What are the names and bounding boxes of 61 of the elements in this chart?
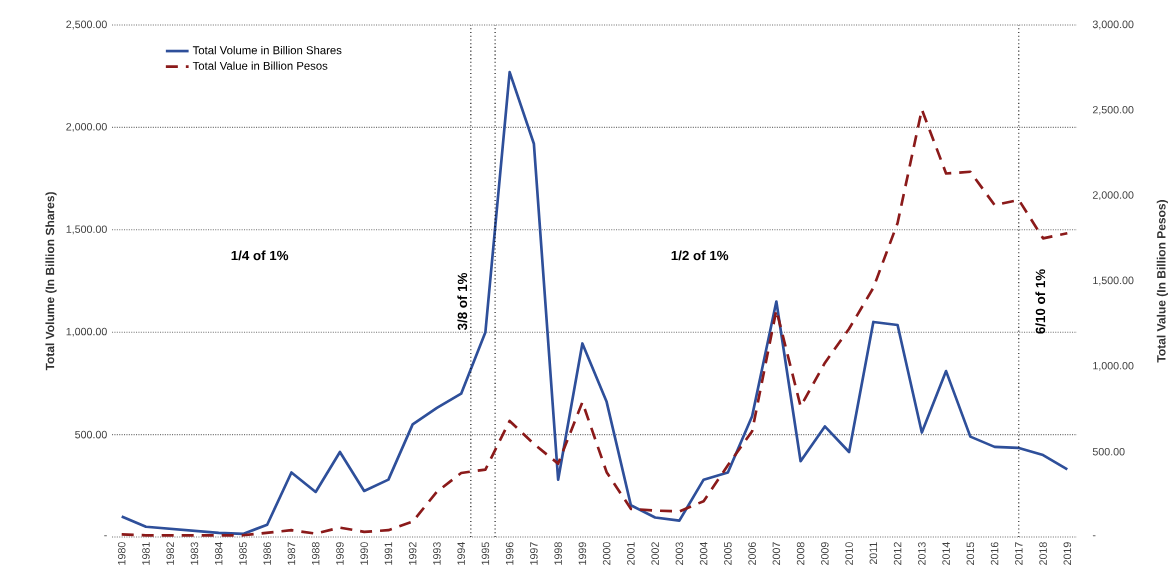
x-tick-label: 2012: [893, 542, 902, 565]
x-tick-label: 2006: [748, 542, 756, 565]
annotation: 1/2 of 1%: [671, 250, 729, 261]
x-tick-label: 1988: [311, 542, 320, 565]
x-tick-label: 1983: [190, 542, 199, 565]
legend-label: Total Value in Billion Pesos: [192, 61, 328, 70]
x-tick-label: 1986: [263, 542, 271, 565]
x-tick-label: 1989: [336, 542, 344, 565]
x-tick-label: 1990: [360, 542, 368, 565]
x-tick-label: 1997: [530, 542, 538, 565]
x-tick-label: 2014: [942, 542, 950, 565]
x-tick-label: 2013: [918, 542, 926, 565]
x-tick-label: 1991: [384, 542, 393, 565]
y2-tick-label: 500.00: [1092, 447, 1125, 456]
y2-tick-label: -: [1092, 535, 1096, 537]
y-tick-label: 1,500.00: [66, 225, 107, 235]
x-tick-label: 1995: [481, 542, 490, 565]
x-tick-label: 2016: [990, 542, 999, 565]
y-tick-label: 1,000.00: [66, 327, 107, 337]
y-tick-label: -: [104, 535, 107, 537]
x-tick-label: 2017: [1015, 542, 1023, 565]
y-axis-title: Total Volume (In Billion Shares): [45, 192, 57, 371]
y2-tick-label: 1,500.00: [1093, 276, 1134, 286]
x-tick-label: 2018: [1039, 542, 1047, 565]
x-tick-label: 1980: [117, 542, 126, 565]
x-tick-label: 2007: [772, 542, 781, 565]
y2-tick-label: 1,000.00: [1093, 361, 1134, 371]
x-tick-label: 1998: [554, 542, 562, 565]
x-tick-label: 1992: [408, 542, 417, 565]
x-tick-label: 1982: [166, 542, 174, 565]
y-tick-label: 2,000.00: [66, 122, 107, 132]
annotation: 1/4 of 1%: [231, 250, 289, 261]
x-tick-label: 2011: [869, 542, 878, 565]
x-tick-label: 2004: [699, 542, 708, 565]
x-tick-label: 1985: [239, 542, 247, 565]
x-tick-label: 2001: [627, 542, 635, 565]
x-tick-label: 2015: [966, 542, 975, 565]
y-tick-label: 2,500.00: [66, 20, 107, 30]
x-tick-label: 2010: [845, 542, 853, 565]
x-tick-label: 2008: [796, 542, 805, 565]
x-tick-label: 1994: [457, 542, 465, 565]
legend-label: Total Volume in Billion Shares: [192, 45, 342, 55]
x-tick-label: 2005: [724, 542, 732, 565]
x-tick-label: 1993: [433, 542, 441, 565]
x-tick-label: 1987: [287, 542, 296, 565]
y2-axis-title: Total Value (In Billion Pesos): [1156, 200, 1168, 363]
x-tick-label: 1981: [142, 542, 150, 565]
x-tick-label: 1999: [578, 542, 587, 565]
y2-tick-label: 3,000.00: [1092, 20, 1134, 30]
annotation: 6/10 of 1%: [1035, 269, 1046, 334]
x-tick-label: 1984: [214, 542, 223, 565]
x-tick-label: 1996: [505, 542, 514, 565]
y-tick-label: 500.00: [75, 430, 107, 439]
y2-tick-label: 2,500.00: [1092, 105, 1134, 115]
y2-tick-label: 2,000.00: [1092, 191, 1134, 201]
x-tick-label: 2009: [821, 542, 829, 565]
x-tick-label: 2019: [1063, 542, 1072, 565]
x-tick-label: 2000: [602, 542, 611, 565]
annotation: 3/8 of 1%: [457, 272, 468, 331]
x-tick-label: 2003: [675, 542, 684, 565]
x-tick-label: 2002: [651, 542, 659, 565]
